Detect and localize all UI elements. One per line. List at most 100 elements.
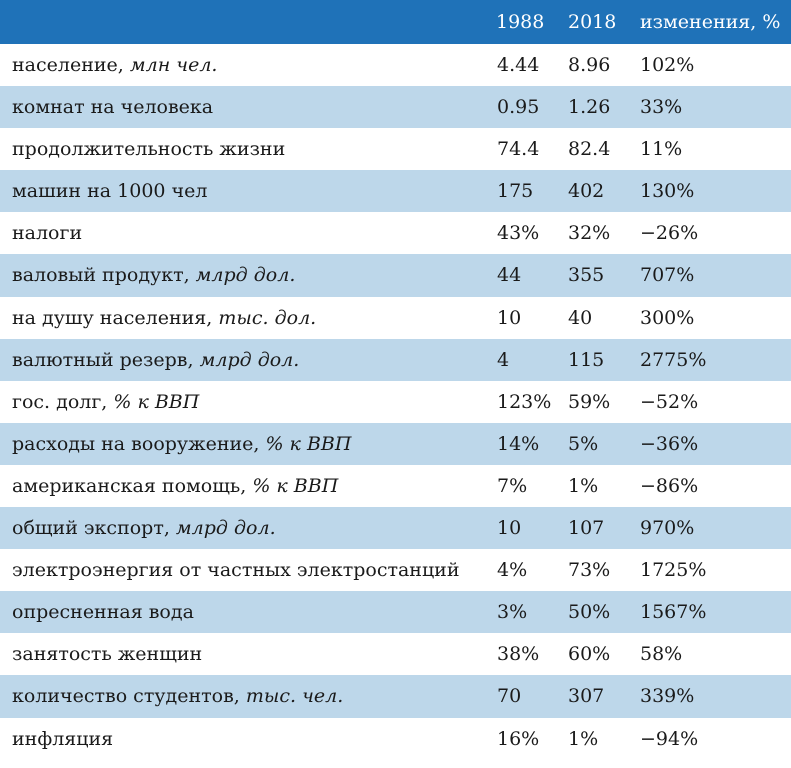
row-unit: тыс. чел. <box>245 685 344 708</box>
row-label: комнат на человека <box>12 96 213 118</box>
cell-1988: 38% <box>497 643 540 666</box>
row-label: машин на 1000 чел <box>12 180 207 202</box>
cell-1988: 74.4 <box>497 138 540 161</box>
cell-change: −26% <box>640 222 699 245</box>
cell-change: −86% <box>640 474 699 497</box>
header-1988: 1988 <box>496 11 545 33</box>
cell-2018: 5% <box>568 432 599 455</box>
row-label: общий экспорт, млрд дол. <box>12 517 276 539</box>
table-row: опресненная вода 3% 50% 1567% <box>0 591 791 634</box>
row-label: американская помощь, % к ВВП <box>12 475 338 497</box>
table-row: электроэнергия от частных электростанций… <box>0 549 791 591</box>
row-unit: млрд дол. <box>175 517 276 540</box>
row-label-text: валютный резерв, <box>12 348 200 371</box>
row-label: занятость женщин <box>12 643 202 665</box>
row-label: гос. долг, % к ВВП <box>12 391 199 413</box>
cell-change: 58% <box>640 643 683 666</box>
cell-1988: 4% <box>497 559 528 582</box>
table-row: общий экспорт, млрд дол. 10 107 970% <box>0 507 791 550</box>
cell-2018: 402 <box>568 180 605 203</box>
cell-2018: 50% <box>568 601 611 624</box>
table-row: валовый продукт, млрд дол. 44 355 707% <box>0 254 791 297</box>
row-unit: % к ВВП <box>265 432 352 455</box>
row-label-text: электроэнергия от частных электростанций <box>12 559 460 582</box>
cell-1988: 175 <box>497 180 534 203</box>
row-label-text: опресненная вода <box>12 601 194 624</box>
cell-change: 1725% <box>640 559 707 582</box>
row-label: налоги <box>12 222 82 244</box>
cell-change: 300% <box>640 306 695 329</box>
cell-change: 1567% <box>640 601 707 624</box>
row-unit: млн чел. <box>129 54 218 76</box>
cell-2018: 1% <box>568 474 599 497</box>
table-row: валютный резерв, млрд дол. 4 115 2775% <box>0 338 791 381</box>
table-body: население, млн чел. 4.44 8.96 102% комнат на… <box>0 44 791 760</box>
cell-2018: 1% <box>568 727 599 750</box>
row-unit: тыс. дол. <box>218 306 317 329</box>
cell-change: −36% <box>640 432 699 455</box>
row-label-text: комнат на человека <box>12 96 214 119</box>
row-label-text: на душу населения, <box>12 306 219 329</box>
table-row: на душу населения, тыс. дол. 10 40 300% <box>0 297 791 339</box>
row-label-text: машин на 1000 чел <box>12 180 208 203</box>
cell-2018: 355 <box>568 264 605 287</box>
row-label-text: валовый продукт, <box>12 264 196 287</box>
row-label-text: гос. долг, <box>12 390 114 413</box>
cell-change: 2775% <box>640 348 707 371</box>
row-label-text: продолжительность жизни <box>12 138 286 161</box>
table-header: 1988 2018 изменения, % <box>0 0 791 44</box>
cell-2018: 115 <box>568 348 605 371</box>
table-row: количество студентов, тыс. чел. 70 307 339% <box>0 675 791 718</box>
cell-2018: 107 <box>568 517 605 540</box>
table-row: машин на 1000 чел 175 402 130% <box>0 170 791 213</box>
row-unit: % к ВВП <box>252 474 339 497</box>
cell-1988: 3% <box>497 601 528 624</box>
cell-1988: 10 <box>497 517 522 540</box>
cell-2018: 82.4 <box>568 138 611 161</box>
cell-2018: 1.26 <box>568 96 611 119</box>
row-label-text: население, <box>12 54 130 76</box>
cell-change: 339% <box>640 685 695 708</box>
table-row: инфляция 16% 1% −94% <box>0 718 791 760</box>
table-row: комнат на человека 0.95 1.26 33% <box>0 86 791 129</box>
cell-change: 102% <box>640 54 695 76</box>
cell-1988: 4 <box>497 348 510 371</box>
cell-1988: 14% <box>497 432 540 455</box>
row-label-text: количество студентов, <box>12 685 246 708</box>
cell-1988: 43% <box>497 222 540 245</box>
row-label-text: занятость женщин <box>12 643 203 666</box>
row-label-text: американская помощь, <box>12 474 253 497</box>
row-label: опресненная вода <box>12 601 194 623</box>
cell-2018: 73% <box>568 559 611 582</box>
row-unit: млрд дол. <box>195 264 296 287</box>
cell-change: 707% <box>640 264 695 287</box>
table-row: гос. долг, % к ВВП 123% 59% −52% <box>0 381 791 423</box>
cell-2018: 8.96 <box>568 54 611 76</box>
cell-1988: 7% <box>497 474 528 497</box>
header-change: изменения, % <box>640 11 781 33</box>
cell-1988: 4.44 <box>497 54 540 76</box>
row-unit: млрд дол. <box>199 348 300 371</box>
table-row: налоги 43% 32% −26% <box>0 212 791 254</box>
cell-change: −52% <box>640 390 699 413</box>
cell-change: −94% <box>640 727 699 750</box>
table-row: население, млн чел. 4.44 8.96 102% <box>0 44 791 86</box>
header-2018: 2018 <box>568 11 617 33</box>
cell-1988: 123% <box>497 390 552 413</box>
row-label-text: расходы на вооружение, <box>12 432 266 455</box>
row-label: продолжительность жизни <box>12 138 285 160</box>
table-row: расходы на вооружение, % к ВВП 14% 5% −36% <box>0 422 791 465</box>
table-row: занятость женщин 38% 60% 58% <box>0 633 791 675</box>
cell-1988: 44 <box>497 264 522 287</box>
cell-2018: 60% <box>568 643 611 666</box>
row-unit: % к ВВП <box>113 390 200 413</box>
row-label: расходы на вооружение, % к ВВП <box>12 433 351 455</box>
cell-change: 970% <box>640 517 695 540</box>
cell-2018: 32% <box>568 222 611 245</box>
row-label: электроэнергия от частных электростанций <box>12 559 460 581</box>
row-label-text: инфляция <box>12 727 114 750</box>
cell-2018: 307 <box>568 685 605 708</box>
row-label-text: налоги <box>12 222 83 245</box>
cell-1988: 16% <box>497 727 540 750</box>
